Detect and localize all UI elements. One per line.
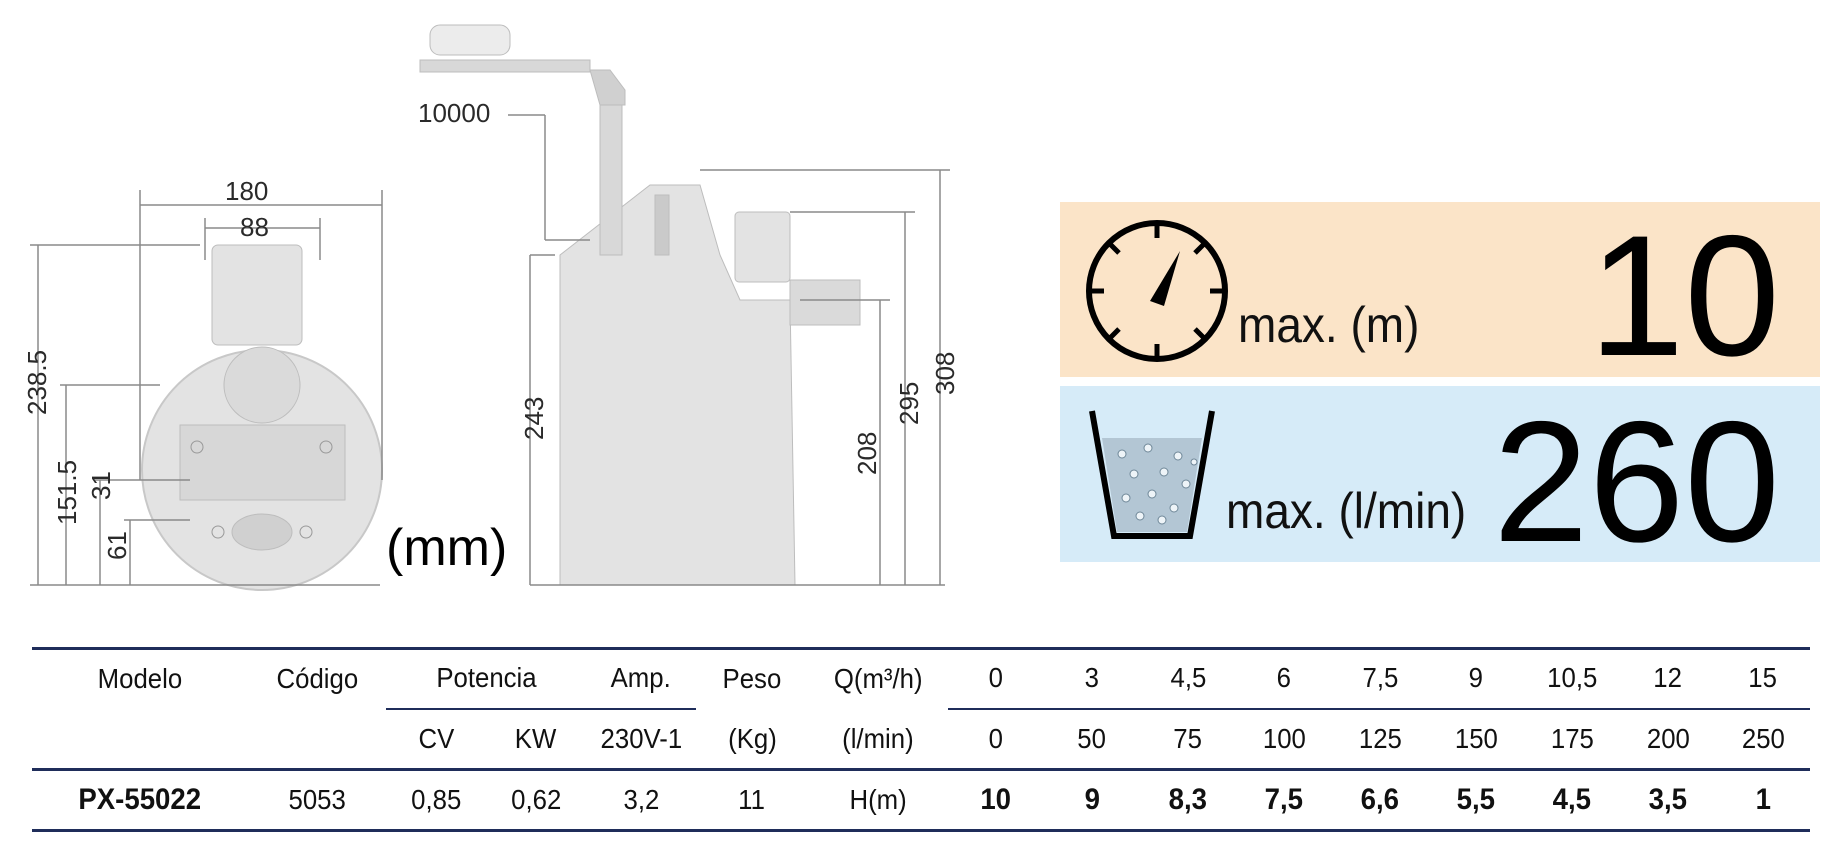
max-head-value: 10: [1588, 200, 1780, 392]
bucket-icon: [1089, 410, 1215, 539]
q-lmin-cell: 100: [1262, 723, 1306, 754]
q-m3h-cell: 3: [1084, 662, 1100, 693]
q-lmin-cell: 50: [1077, 723, 1107, 754]
header-kw: KW: [515, 723, 557, 754]
q-m3h-cell: 15: [1748, 662, 1778, 693]
header-modelo: Modelo: [97, 662, 183, 694]
head-value: 7,5: [1264, 783, 1304, 816]
table-header-row-2: CV KW 230V-1 (Kg) (l/min) 0 50 75 100 12…: [32, 709, 1810, 768]
q-m3h-cell: 6: [1276, 662, 1292, 693]
performance-table: Modelo Código Potencia Amp. Peso Q(m³/h)…: [32, 648, 1810, 832]
pump-dimension-drawing: 180 88 238.5 151.5 31 61 10000 243 208 2…: [22, 24, 960, 591]
q-m3h-cell: 9: [1468, 662, 1484, 693]
max-flow-value: 260: [1493, 386, 1780, 578]
max-head-panel: max. (m) 10: [1060, 202, 1820, 382]
gauge-icon: [1086, 220, 1228, 362]
product-code: 5053: [288, 784, 346, 815]
q-m3h-cell: 0: [988, 662, 1004, 693]
head-value: 10: [980, 783, 1012, 816]
side-view: [419, 24, 861, 586]
q-lmin-cell: 250: [1741, 723, 1785, 754]
head-label: H(m): [849, 784, 907, 815]
header-codigo: Código: [276, 662, 358, 694]
side-dimension-lines: [508, 114, 950, 586]
head-value: 1: [1755, 783, 1771, 816]
q-lmin-cell: 175: [1550, 723, 1594, 754]
dim-width-total: 180: [225, 176, 268, 206]
dim-height-small: 31: [86, 471, 116, 500]
weight: 11: [738, 784, 766, 815]
power-kw: 0,62: [510, 784, 562, 815]
amperage: 3,2: [623, 784, 659, 815]
front-view: [141, 244, 383, 591]
head-value: 8,3: [1168, 783, 1208, 816]
dim-height-base: 61: [102, 531, 132, 560]
head-value: 4,5: [1552, 783, 1592, 816]
dim-side-outlet: 208: [852, 432, 882, 475]
dim-height-mid: 151.5: [52, 460, 82, 525]
max-head-caption: max. (m): [1238, 297, 1420, 353]
model-name: PX-55022: [78, 783, 202, 816]
head-value: 5,5: [1456, 783, 1496, 816]
header-peso: Peso: [722, 662, 782, 694]
q-m3h-cell: 7,5: [1362, 662, 1398, 693]
header-amp: Amp.: [610, 662, 672, 693]
q-lmin-cell: 75: [1173, 723, 1203, 754]
q-m3h-cell: 4,5: [1170, 662, 1206, 693]
dim-cable-length: 10000: [418, 98, 490, 128]
max-flow-panel: max. (l/min) 260: [1060, 386, 1820, 568]
dim-side-total: 308: [930, 352, 960, 395]
header-voltage: 230V-1: [600, 723, 682, 754]
header-potencia: Potencia: [435, 662, 537, 693]
header-q: Q(m³/h): [833, 662, 923, 694]
unit-label: (mm): [386, 519, 508, 577]
dim-height-total: 238.5: [22, 350, 52, 415]
power-cv: 0,85: [410, 784, 462, 815]
dim-side-body: 243: [519, 397, 549, 440]
dim-width-outlet: 88: [240, 212, 269, 242]
front-dimension-lines: [30, 190, 383, 586]
q-lmin-cell: 150: [1454, 723, 1498, 754]
head-value: 9: [1084, 783, 1100, 816]
table-mid-rule: [32, 768, 1810, 771]
table-top-rule: [32, 647, 1810, 650]
max-flow-caption: max. (l/min): [1226, 483, 1467, 539]
q-lmin-cell: 125: [1358, 723, 1402, 754]
table-row: PX-55022 5053 0,85 0,62 3,2 11 H(m) 10 9…: [32, 768, 1810, 832]
header-lmin: (l/min): [842, 722, 914, 754]
head-value: 3,5: [1648, 783, 1688, 816]
head-value: 6,6: [1360, 783, 1400, 816]
q-m3h-cell: 10,5: [1546, 662, 1598, 693]
table-header-row-1: Modelo Código Potencia Amp. Peso Q(m³/h)…: [32, 648, 1810, 710]
q-lmin-cell: 0: [988, 723, 1004, 754]
dim-side-mid: 295: [894, 382, 924, 425]
q-m3h-cell: 12: [1653, 662, 1683, 693]
header-kg: (Kg): [727, 722, 777, 754]
q-lmin-cell: 200: [1646, 723, 1690, 754]
table-bottom-rule: [32, 829, 1810, 832]
header-cv: CV: [418, 723, 454, 754]
